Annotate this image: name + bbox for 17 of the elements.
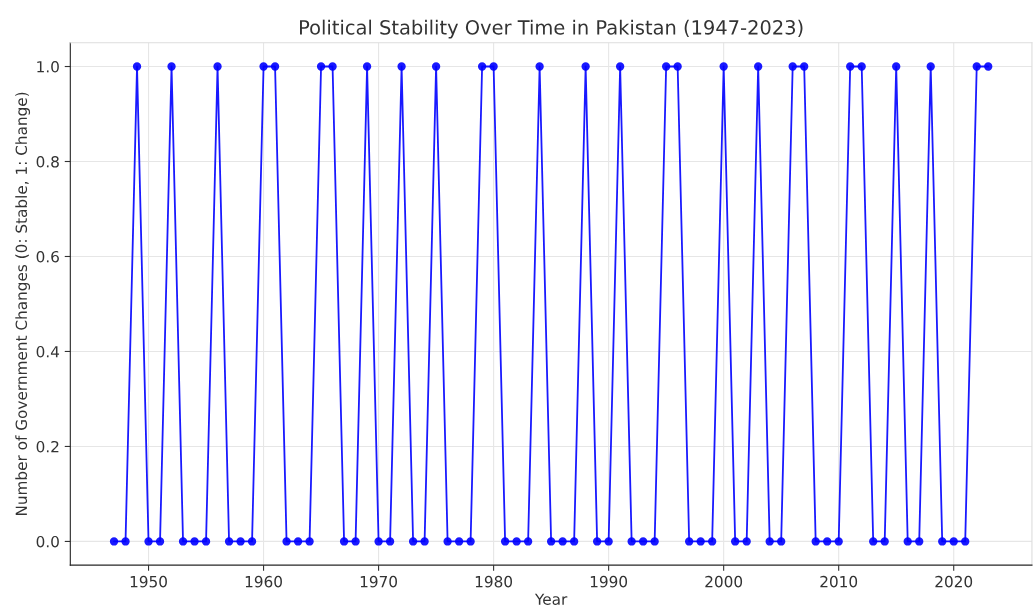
x-tick-label: 2000 xyxy=(705,575,743,588)
x-tick-label: 1960 xyxy=(245,575,282,588)
y-tick-label: 0.4 xyxy=(36,345,60,358)
x-axis-title: Year xyxy=(534,593,568,605)
x-tick-label: 2010 xyxy=(820,575,858,588)
x-tick-label: 2020 xyxy=(935,575,973,588)
x-tick-label: 1970 xyxy=(360,575,398,588)
x-tick-label: 1950 xyxy=(130,575,167,588)
x-tick-label: 1980 xyxy=(475,575,513,588)
y-axis-title: Number of Government Changes (0: Stable, 1: Change) xyxy=(15,92,31,516)
y-tick-label: 1.0 xyxy=(37,60,59,73)
chart-title: Political Stability Over Time in Pakistan (1947-2023) xyxy=(300,19,803,39)
y-tick-label: 0.8 xyxy=(36,155,59,168)
y-tick-label: 0.6 xyxy=(36,250,59,263)
y-tick-label: 0.0 xyxy=(36,535,59,548)
y-tick-label: 0.2 xyxy=(36,440,59,453)
x-tick-label: 1990 xyxy=(590,575,628,588)
